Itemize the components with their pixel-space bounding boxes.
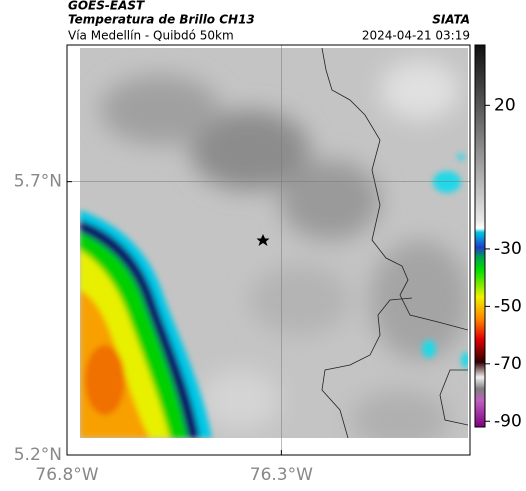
satellite-image (80, 48, 468, 438)
route: Vía Medellín - Quibdó 50km (68, 29, 234, 43)
title: GOES-EAST (68, 0, 145, 13)
colorbar-tick-label: -30 (494, 239, 522, 259)
subtitle: Temperatura de Brillo CH13 (68, 13, 255, 27)
datetime: 2024-04-21 03:19 (362, 29, 470, 43)
y-tick-label: 5.2°N (14, 445, 62, 465)
y-tick-label: 5.7°N (14, 172, 62, 192)
brand: SIATA (432, 13, 470, 27)
colorbar (474, 44, 486, 428)
map-frame (66, 44, 471, 456)
colorbar-tick-label: -50 (494, 296, 522, 316)
location-star (256, 234, 270, 246)
colorbar-tick-label: 20 (494, 95, 516, 115)
x-tick-label: 76.8°W (35, 465, 98, 485)
colorbar-tick-label: -90 (494, 411, 522, 431)
x-tick-label: 76.3°W (250, 465, 313, 485)
colorbar-tick-label: -70 (494, 354, 522, 374)
